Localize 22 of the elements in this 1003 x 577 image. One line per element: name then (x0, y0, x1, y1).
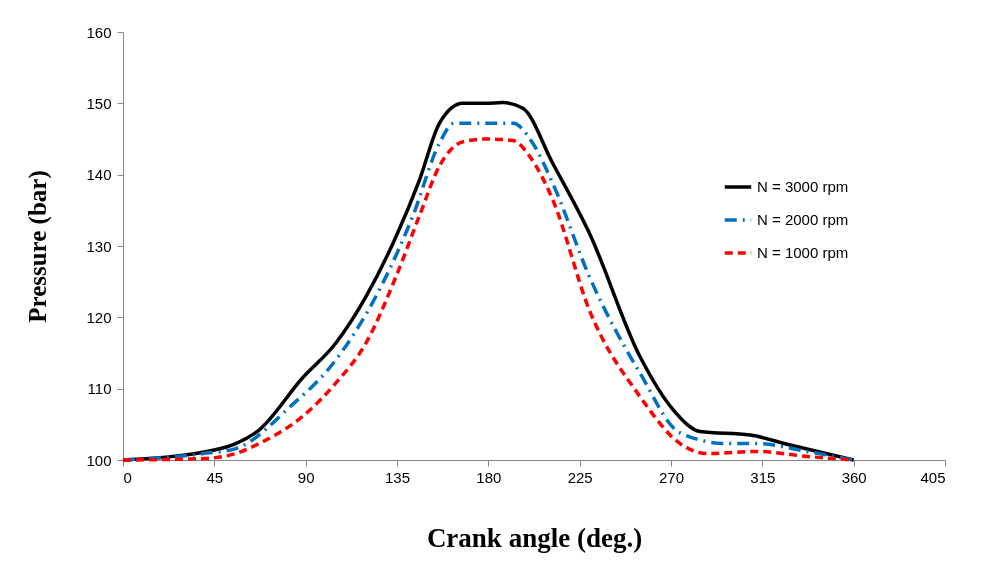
x-tick-label: 180 (476, 468, 502, 486)
x-tick-label: 225 (567, 468, 593, 486)
y-tick-label: 150 (86, 94, 112, 112)
x-tick-label: 360 (841, 468, 867, 486)
x-axis-title: Crank angle (deg.) (426, 522, 643, 553)
x-tick-label: 405 (920, 468, 946, 486)
y-tick-label: 110 (87, 380, 112, 398)
y-tick-label: 130 (86, 237, 112, 255)
legend-label: N = 1000 rpm (757, 244, 849, 261)
y-axis-title: Pressure (bar) (24, 170, 53, 323)
y-tick-label: 120 (86, 308, 112, 326)
y-tick-label: 140 (86, 166, 112, 184)
y-tick-label: 100 (86, 451, 112, 469)
x-tick-label: 90 (297, 468, 315, 486)
x-tick-label: 135 (384, 468, 411, 486)
x-tick-label: 0 (123, 468, 132, 486)
x-tick-label: 315 (750, 468, 776, 486)
x-tick-label: 45 (206, 468, 224, 486)
y-tick-label: 160 (86, 23, 112, 41)
legend-label: N = 3000 rpm (757, 178, 849, 195)
x-tick-label: 270 (658, 468, 685, 486)
legend-label: N = 2000 rpm (757, 211, 849, 228)
